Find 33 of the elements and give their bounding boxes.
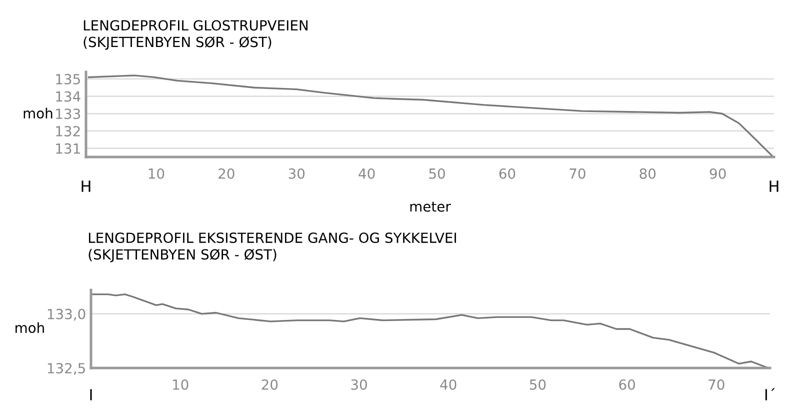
x-tick-label: 10 [173, 379, 188, 390]
chart-title: LENGDEPROFIL GLOSTRUPVEIEN (SKJETTENBYEN SØR - ØST) [84, 20, 308, 50]
x-tick-label: 20 [218, 168, 234, 179]
text: H [770, 180, 778, 192]
line-series [88, 74, 774, 157]
y-tick-label: 134 [56, 91, 80, 102]
x-tick-label: 50 [530, 379, 546, 390]
x-tick-label: 70 [570, 168, 586, 179]
x-tick-label: 20 [262, 379, 278, 390]
text: H [82, 180, 90, 192]
y-tick-label: 132,5 [48, 362, 85, 375]
x-tick-label: 90 [710, 168, 726, 179]
y-tick-label: 131 [56, 143, 80, 154]
x-tick-label: 60 [499, 168, 516, 179]
x-tick-label: 10 [148, 168, 164, 179]
x-tick-label: 40 [440, 379, 456, 390]
y-axis-title: moh [16, 322, 44, 334]
y-tick-label: 133 [56, 108, 80, 120]
chart-title: LENGDEPROFIL EKSISTERENDE GANG- OG SYKKELVEI (SKJETTENBYEN SØR - ØST) [88, 232, 456, 262]
x-tick-label: 40 [358, 168, 375, 179]
y-axis-title: moh [24, 108, 52, 119]
y-tick-label: 135 [56, 74, 80, 84]
x-tick-label: 30 [351, 379, 367, 390]
x-tick-label: 70 [708, 379, 724, 390]
x-tick-label: 50 [429, 168, 445, 179]
x-tick-label: 80 [640, 168, 656, 179]
x-axis-title: meter [410, 202, 451, 212]
x-tick-label: 30 [288, 168, 305, 179]
y-tick-label: 133,0 [48, 308, 86, 321]
x-tick-label: 60 [619, 379, 635, 390]
text: I [90, 389, 92, 400]
text: I´ [765, 388, 775, 400]
y-tick-label: 132 [56, 126, 80, 136]
